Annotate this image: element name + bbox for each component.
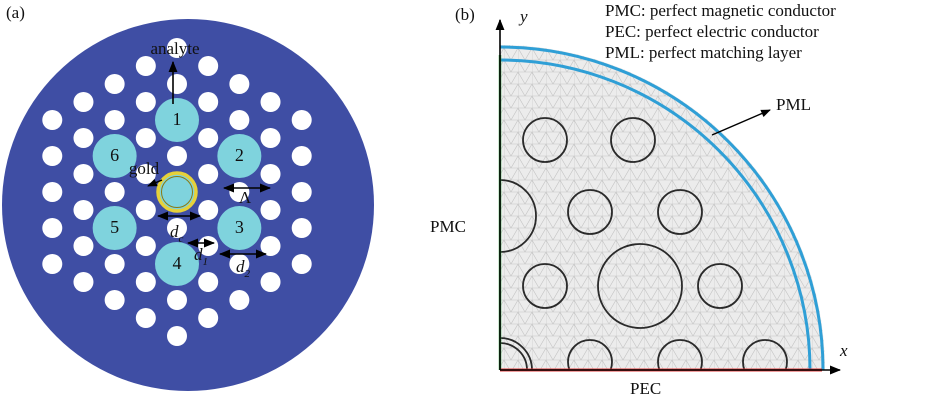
air-hole xyxy=(261,272,281,292)
pml-label: PML xyxy=(776,95,811,114)
pec-label: PEC xyxy=(630,379,661,398)
air-hole xyxy=(105,74,125,94)
core-label: 3 xyxy=(235,217,244,237)
air-hole xyxy=(42,218,62,238)
air-hole xyxy=(261,128,281,148)
air-hole xyxy=(105,254,125,274)
panel-label: (b) xyxy=(455,5,475,24)
panel-label: (a) xyxy=(6,3,25,22)
core-label: 4 xyxy=(173,253,182,273)
air-hole xyxy=(136,92,156,112)
core-label: 6 xyxy=(110,145,119,165)
air-hole xyxy=(292,182,312,202)
pmc-label: PMC xyxy=(430,217,466,236)
air-hole xyxy=(42,110,62,130)
air-hole xyxy=(136,236,156,256)
core-label: 5 xyxy=(110,217,119,237)
air-hole xyxy=(167,146,187,166)
air-hole xyxy=(198,92,218,112)
pml-arrow xyxy=(712,110,770,135)
core-label: 1 xyxy=(173,109,182,129)
air-hole xyxy=(167,326,187,346)
air-hole xyxy=(198,56,218,76)
air-hole xyxy=(136,272,156,292)
x-axis-label: x xyxy=(839,341,848,360)
gold-ring xyxy=(158,173,196,211)
air-hole xyxy=(261,236,281,256)
gold-label: gold xyxy=(129,159,160,178)
air-hole xyxy=(198,128,218,148)
air-hole xyxy=(229,290,249,310)
air-hole xyxy=(73,92,93,112)
air-hole xyxy=(261,92,281,112)
y-axis-label: y xyxy=(518,7,528,26)
air-hole xyxy=(292,146,312,166)
air-hole xyxy=(105,110,125,130)
air-hole xyxy=(292,110,312,130)
air-hole xyxy=(198,164,218,184)
air-hole xyxy=(198,200,218,220)
figure: (a) 123456 analyte gold Λ dc d1 d2 (b) y… xyxy=(0,0,934,402)
analyte-label: analyte xyxy=(150,39,199,58)
legend-line: PEC: perfect electric conductor xyxy=(605,22,819,41)
air-hole xyxy=(73,236,93,256)
dc-sub: c xyxy=(179,233,184,245)
air-hole xyxy=(261,164,281,184)
air-hole xyxy=(136,128,156,148)
air-hole xyxy=(73,272,93,292)
legend-line: PML: perfect matching layer xyxy=(605,43,802,62)
air-hole xyxy=(42,146,62,166)
air-hole xyxy=(136,56,156,76)
air-hole xyxy=(167,74,187,94)
air-hole xyxy=(73,164,93,184)
d2-sub: 2 xyxy=(245,268,251,280)
air-hole xyxy=(136,200,156,220)
d1-sub: 1 xyxy=(203,256,209,268)
air-hole xyxy=(42,254,62,274)
air-hole xyxy=(229,74,249,94)
core-label: 2 xyxy=(235,145,244,165)
air-hole xyxy=(105,182,125,202)
air-hole xyxy=(198,308,218,328)
air-hole xyxy=(42,182,62,202)
air-hole xyxy=(292,218,312,238)
air-hole xyxy=(136,308,156,328)
air-hole xyxy=(167,290,187,310)
air-hole xyxy=(198,272,218,292)
pitch-label: Λ xyxy=(239,188,252,207)
legend-line: PMC: perfect magnetic conductor xyxy=(605,1,836,20)
air-hole xyxy=(229,110,249,130)
air-hole xyxy=(73,128,93,148)
air-hole xyxy=(105,290,125,310)
air-hole xyxy=(292,254,312,274)
air-hole xyxy=(261,200,281,220)
air-hole xyxy=(73,200,93,220)
